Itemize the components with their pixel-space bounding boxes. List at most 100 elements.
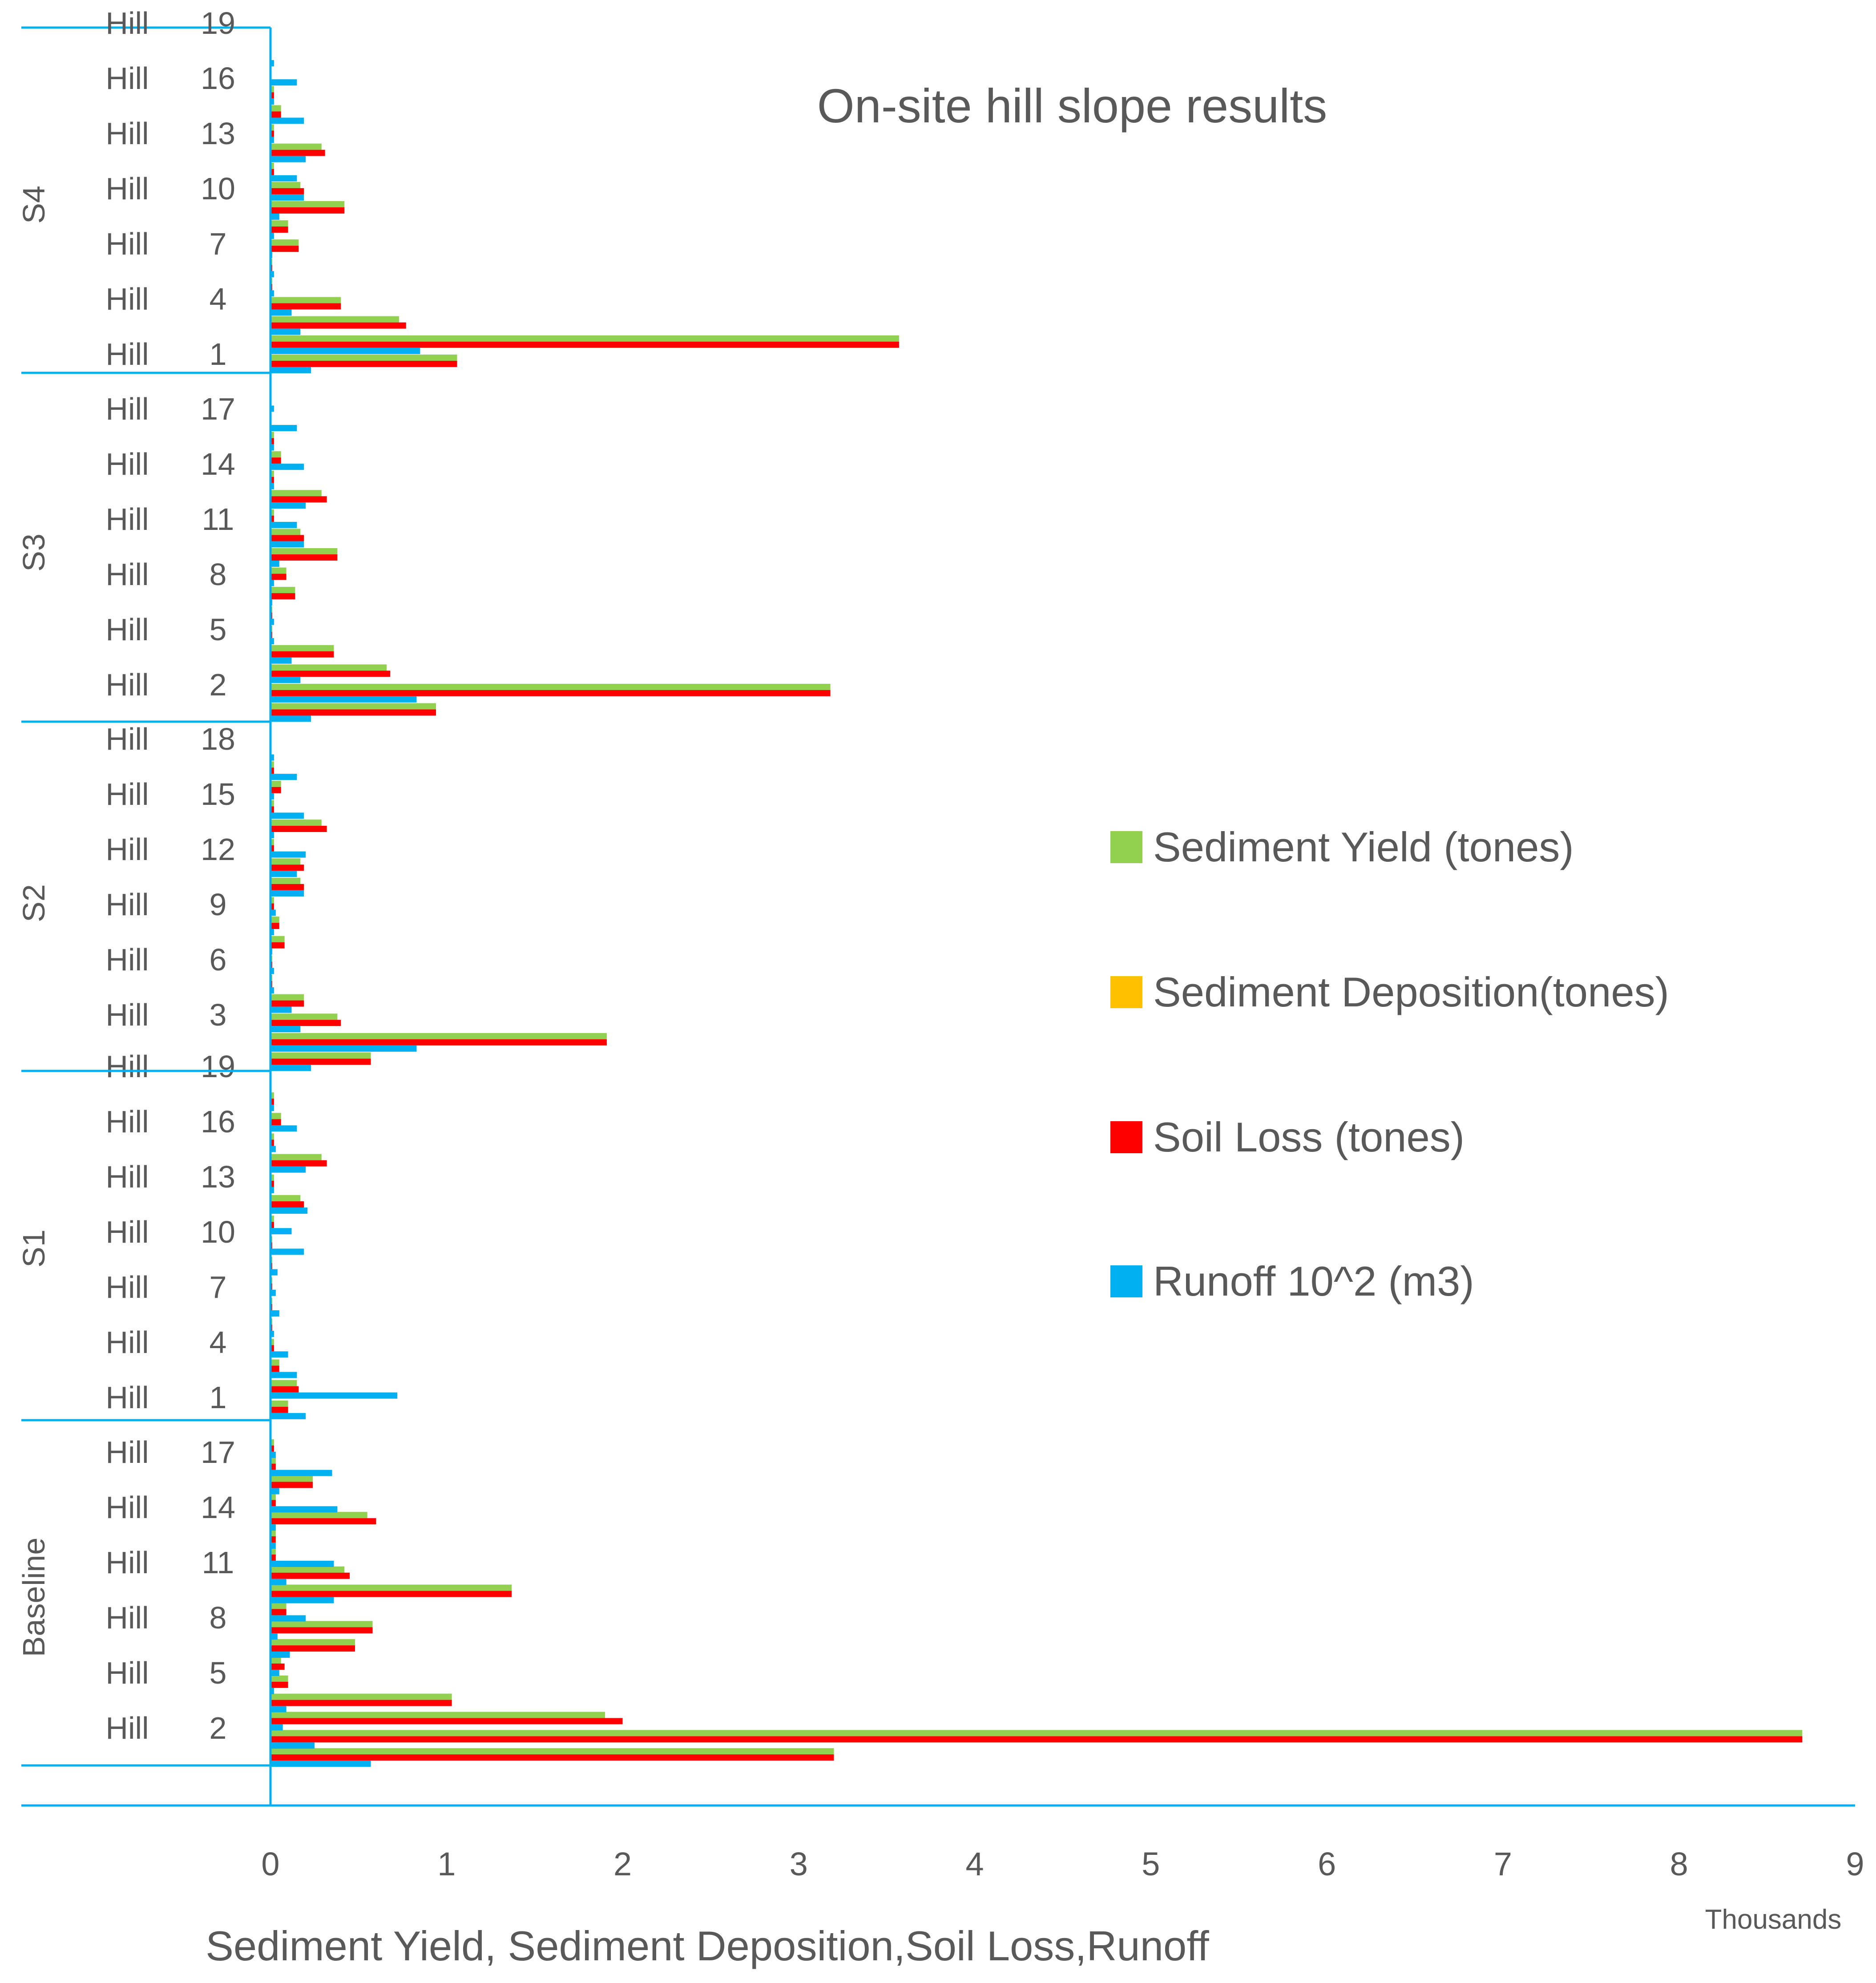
bar-runoff <box>270 1372 297 1378</box>
x-tick-label: 9 <box>1846 1846 1864 1882</box>
bar-runoff <box>270 521 297 528</box>
bar-runoff <box>270 347 420 354</box>
bar-soil-loss <box>270 1572 350 1579</box>
bar-yield <box>270 432 274 438</box>
bar-runoff <box>270 117 304 124</box>
hill-word-label: Hill <box>105 1711 149 1745</box>
bar-runoff <box>270 214 279 220</box>
group-label: Baseline <box>16 1538 51 1657</box>
bar-yield <box>270 1530 276 1537</box>
bar-soil-loss <box>270 1201 304 1208</box>
bar-soil-loss <box>270 690 831 696</box>
bar-yield <box>270 567 286 574</box>
bar-soil-loss <box>270 149 325 156</box>
bar-yield <box>270 1216 274 1222</box>
hill-number-label: 16 <box>201 61 235 96</box>
hill-number-label: 7 <box>210 226 227 261</box>
hill-word-label: Hill <box>105 1049 149 1084</box>
bar-soil-loss <box>270 884 304 890</box>
bar-yield <box>270 936 285 942</box>
bar-yield <box>270 548 338 554</box>
bar-yield <box>270 1584 512 1591</box>
hill-number-label: 10 <box>201 171 235 206</box>
bar-soil-loss <box>270 130 274 137</box>
bar-yield <box>270 897 274 904</box>
x-tick-label: 4 <box>966 1846 984 1882</box>
bar-runoff <box>270 793 274 800</box>
hill-word-label: Hill <box>105 447 149 481</box>
bar-yield <box>270 354 457 361</box>
hill-word-label: Hill <box>105 171 149 206</box>
bar-soil-loss <box>270 1180 274 1187</box>
bar-yield <box>270 1748 834 1755</box>
bar-yield <box>270 182 301 188</box>
legend-swatch <box>1110 1265 1142 1297</box>
bar-yield <box>270 86 274 93</box>
bar-yield <box>270 780 281 787</box>
group-label: S2 <box>16 884 51 922</box>
hill-number-label: 19 <box>201 1049 235 1084</box>
bar-runoff <box>270 1524 276 1531</box>
bar-soil-loss <box>270 1718 623 1725</box>
bar-soil-loss <box>270 651 334 658</box>
hill-word-label: Hill <box>105 392 149 426</box>
bar-soil-loss <box>270 1058 371 1065</box>
bar-soil-loss <box>270 246 299 252</box>
bar-runoff <box>270 1706 286 1712</box>
hill-number-label: 12 <box>201 832 235 867</box>
hill-number-label: 17 <box>201 1435 235 1470</box>
bar-runoff <box>270 851 306 858</box>
bar-soil-loss <box>270 1463 276 1470</box>
bars-layer <box>270 60 1803 1767</box>
bar-soil-loss <box>270 92 274 99</box>
bar-soil-loss <box>270 864 304 871</box>
bar-yield <box>270 143 322 150</box>
hill-number-label: 3 <box>210 998 227 1032</box>
bar-soil-loss <box>270 535 304 541</box>
bar-runoff <box>270 1146 276 1152</box>
bar-soil-loss <box>270 593 295 600</box>
x-tick-label: 2 <box>613 1846 632 1882</box>
bar-soil-loss <box>270 1000 304 1007</box>
bar-soil-loss <box>270 226 288 233</box>
bar-runoff <box>270 909 276 916</box>
bar-runoff <box>270 290 274 297</box>
bar-runoff <box>270 1248 304 1255</box>
x-tick-label: 3 <box>790 1846 808 1882</box>
hill-word-label: Hill <box>105 1490 149 1525</box>
bar-yield <box>270 1195 301 1202</box>
bar-soil-loss <box>270 1039 607 1046</box>
bar-runoff <box>270 1269 278 1276</box>
hill-word-label: Hill <box>105 998 149 1032</box>
hill-word-label: Hill <box>105 502 149 537</box>
hill-number-label: 15 <box>201 777 235 812</box>
bar-soil-loss <box>270 515 274 522</box>
x-axis-title: Sediment Yield, Sediment Deposition,Soil… <box>206 1922 1209 1969</box>
bar-runoff <box>270 1006 292 1013</box>
bar-soil-loss <box>270 1536 276 1543</box>
bar-yield <box>270 683 831 690</box>
hill-number-label: 19 <box>201 6 235 40</box>
bar-runoff <box>270 1579 286 1585</box>
hill-number-label: 11 <box>202 502 234 537</box>
hill-number-label: 14 <box>201 447 235 481</box>
bar-runoff <box>270 98 274 105</box>
bar-soil-loss <box>270 1736 1803 1743</box>
bar-runoff <box>270 871 297 877</box>
bar-yield <box>270 1113 281 1119</box>
bar-soil-loss <box>270 1119 281 1126</box>
bar-soil-loss <box>270 1345 274 1352</box>
bar-soil-loss <box>270 1500 276 1506</box>
hill-number-label: 11 <box>202 1545 234 1580</box>
bar-runoff <box>270 1392 397 1399</box>
bar-runoff <box>270 541 304 548</box>
hill-number-label: 13 <box>201 116 235 151</box>
bar-soil-loss <box>270 709 436 716</box>
bar-runoff <box>270 1633 278 1640</box>
bar-yield <box>270 1052 371 1059</box>
hill-number-label: 2 <box>210 1711 227 1745</box>
hill-word-label: Hill <box>105 832 149 867</box>
hill-number-label: 18 <box>201 722 235 756</box>
bar-runoff <box>270 1669 279 1676</box>
bar-runoff <box>270 1228 292 1235</box>
